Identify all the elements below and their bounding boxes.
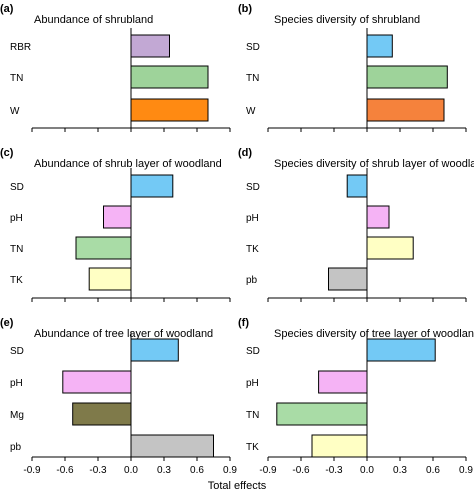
x-tick-label: -0.6 <box>56 465 74 476</box>
category-label: TN <box>246 73 259 84</box>
category-label: SD <box>246 346 260 357</box>
category-label: pH <box>10 378 23 389</box>
category-label: SD <box>10 182 24 193</box>
bar-sd <box>130 338 179 362</box>
bar-tn <box>75 236 132 260</box>
bar-ph <box>62 370 132 394</box>
bar-sd <box>366 338 436 362</box>
x-tick-label: -0.9 <box>23 465 41 476</box>
x-axis-label: Total effects <box>208 480 267 492</box>
panel-letter: (e) <box>0 317 14 329</box>
panel-letter: (d) <box>238 147 252 159</box>
category-label: pH <box>246 378 259 389</box>
bar-rbr <box>130 34 170 58</box>
category-label: W <box>10 106 20 117</box>
bar-w <box>130 98 209 122</box>
category-label: SD <box>10 346 24 357</box>
bar-ph <box>103 205 132 229</box>
x-tick-label: 0.3 <box>393 465 407 476</box>
category-label: TN <box>246 410 259 421</box>
x-tick-label: 0.0 <box>124 465 138 476</box>
bar-tn <box>366 65 448 89</box>
panel-title: Abundance of shrub layer of woodland <box>34 158 222 170</box>
category-label: W <box>246 106 256 117</box>
bar-pb <box>328 267 368 291</box>
category-label: pH <box>10 213 23 224</box>
category-label: TN <box>10 244 23 255</box>
bar-sd <box>366 34 393 58</box>
panel-letter: (f) <box>238 317 249 329</box>
x-tick-label: 0.0 <box>360 465 374 476</box>
panel-title: Species diversity of shrubland <box>274 14 420 26</box>
panels-group: (a) Abundance of shrubland RBR TN W (b) Specie… <box>0 3 474 476</box>
x-tick-label: 0.9 <box>459 465 473 476</box>
category-label: SD <box>246 42 260 53</box>
chart-panel-2: (b) Species diversity of shrubland SD TN W <box>238 3 467 132</box>
category-label: RBR <box>10 42 31 53</box>
category-label: TK <box>246 442 259 453</box>
category-label: Mg <box>10 410 24 421</box>
bar-tn <box>276 402 368 426</box>
panel-letter: (a) <box>0 3 14 15</box>
x-tick-label: -0.3 <box>325 465 343 476</box>
chart-panel-1: (a) Abundance of shrubland RBR TN W <box>0 3 231 132</box>
bar-w <box>366 98 445 122</box>
x-tick-label: -0.6 <box>292 465 310 476</box>
bar-tk <box>366 236 414 260</box>
chart-panel-4: (d) Species diversity of shrub layer of w… <box>238 147 474 302</box>
chart-panel-5: (e) Abundance of tree layer of woodland -0… <box>0 317 237 476</box>
bar-sd <box>130 174 174 198</box>
x-tick-label: 0.6 <box>190 465 204 476</box>
x-tick-label: 0.3 <box>157 465 171 476</box>
category-label: pb <box>246 275 258 286</box>
bar-tk <box>311 434 368 458</box>
x-tick-label: 0.6 <box>426 465 440 476</box>
bar-tk <box>88 267 132 291</box>
category-label: TK <box>10 275 23 286</box>
x-tick-label: 0.9 <box>223 465 237 476</box>
category-label: TK <box>246 244 259 255</box>
category-label: pH <box>246 213 259 224</box>
panel-letter: (c) <box>0 147 14 159</box>
category-label: pb <box>10 442 22 453</box>
bar-ph <box>366 205 390 229</box>
x-tick-label: -0.3 <box>89 465 107 476</box>
x-tick-label: -0.9 <box>259 465 277 476</box>
bar-ph <box>318 370 368 394</box>
panel-title: Abundance of shrubland <box>34 14 153 26</box>
bar-sd <box>346 174 368 198</box>
panel-title: Abundance of tree layer of woodland <box>34 328 213 340</box>
category-label: SD <box>246 182 260 193</box>
bar-tn <box>130 65 209 89</box>
panel-title: Species diversity of shrub layer of wood… <box>274 158 474 170</box>
bar-mg <box>72 402 132 426</box>
chart-panel-6: (f) Species diversity of tree layer of wo… <box>238 317 474 476</box>
bar-pb <box>130 434 214 458</box>
category-label: TN <box>10 73 23 84</box>
chart-panel-3: (c) Abundance of shrub layer of woodland S… <box>0 147 231 302</box>
panel-title: Species diversity of tree layer of woodl… <box>274 328 474 340</box>
panel-letter: (b) <box>238 3 252 15</box>
